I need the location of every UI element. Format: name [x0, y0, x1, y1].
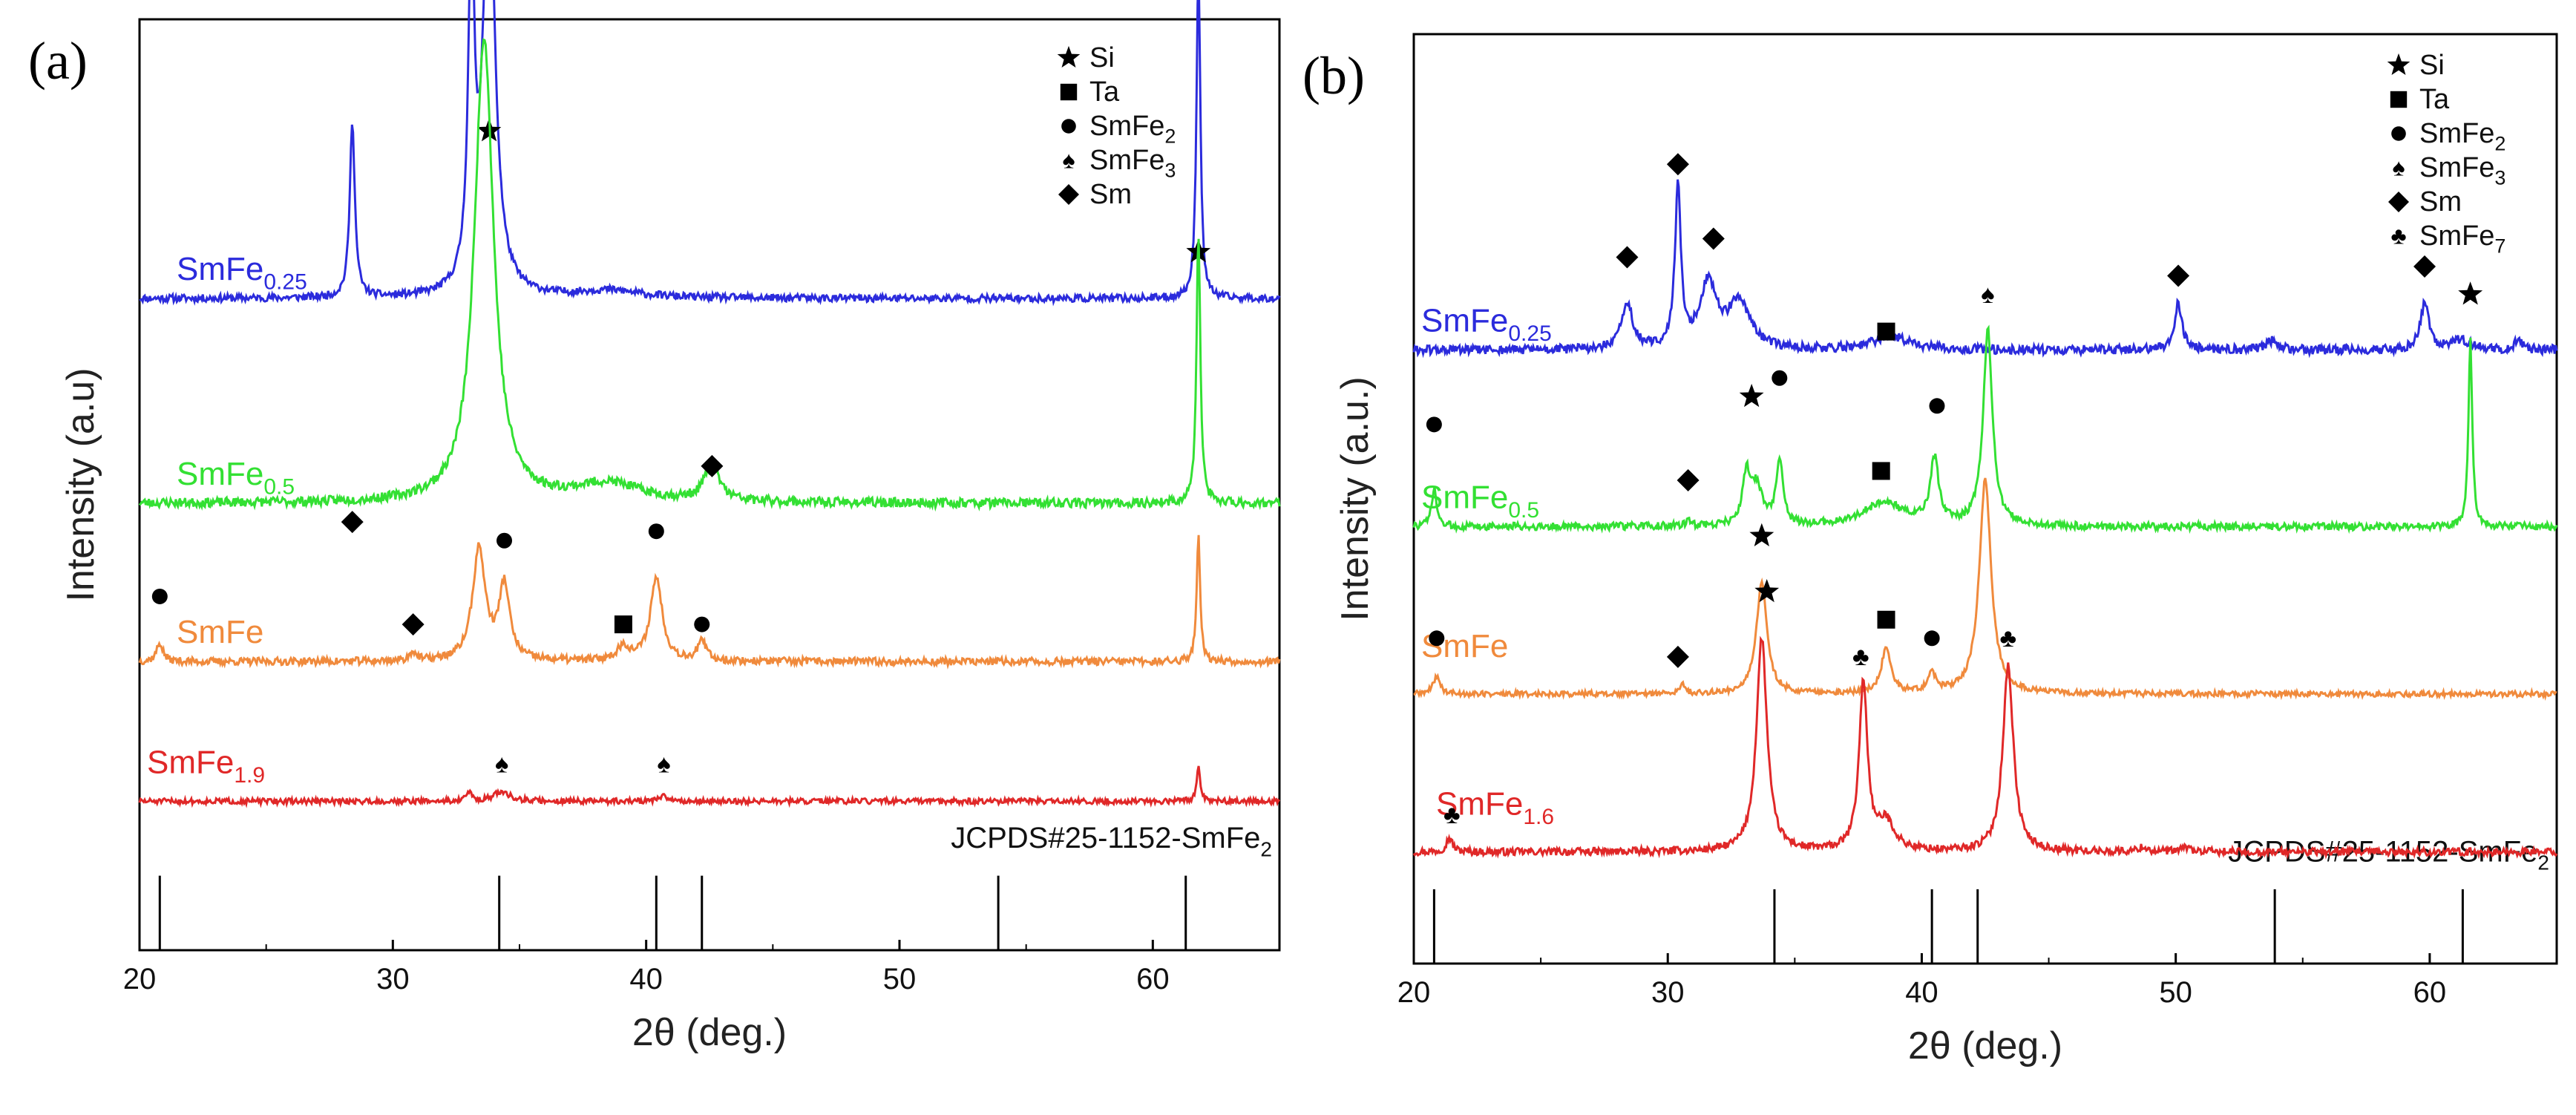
series-label-smfe1-6: SmFe1.6	[1436, 786, 1554, 829]
legend-entry-smfe2: SmFe2	[2419, 118, 2505, 155]
star-peak-marker	[1749, 523, 1774, 546]
panel-a: 20 30 40 50 60 2θ (deg.) Intensity (a.u) (a) JCP…	[28, 0, 1281, 1054]
diamond-peak-marker	[1702, 227, 1725, 250]
series-line-smfe1-9	[138, 765, 1281, 808]
plot-frame	[1412, 33, 2558, 965]
club-peak-marker: ♣	[1443, 801, 1461, 829]
y-axis-title: Intensity (a.u.)	[1334, 376, 1377, 621]
club-peak-marker: ♣	[1852, 643, 1869, 671]
series-line-smfe0-25	[139, 0, 1281, 307]
circle-peak-marker	[694, 616, 710, 632]
spade-peak-marker: ♠	[1981, 281, 1994, 309]
y-axis-title: Intensity (a.u)	[59, 367, 102, 601]
diamond-peak-marker	[1616, 246, 1639, 269]
square-peak-marker	[1872, 462, 1890, 480]
circle-peak-marker	[1426, 416, 1442, 433]
legend-diamond-icon	[1058, 184, 1079, 205]
plot-frame	[138, 18, 1281, 952]
legend-entry-sm: Sm	[2419, 186, 2462, 218]
square-peak-marker	[1877, 322, 1895, 341]
legend-entry-si: Si	[2419, 50, 2445, 81]
circle-peak-marker	[1429, 630, 1445, 647]
circle-peak-marker	[648, 523, 664, 540]
diamond-peak-marker	[402, 613, 425, 636]
legend-entry-smfe7: SmFe7	[2419, 220, 2505, 258]
legend-club-icon: ♣	[2390, 223, 2406, 249]
diamond-peak-marker	[701, 454, 724, 477]
x-axis-title: 2θ (deg.)	[632, 1011, 787, 1054]
legend-square-icon	[1060, 83, 1078, 101]
circle-peak-marker	[496, 532, 513, 549]
circle-peak-marker	[1929, 398, 1945, 414]
legend-spade-icon: ♠	[2392, 154, 2405, 181]
legend-circle-icon	[2391, 126, 2406, 141]
legend-spade-icon: ♠	[1062, 147, 1075, 174]
square-peak-marker	[614, 615, 632, 634]
star-peak-marker	[1739, 384, 1764, 408]
legend-entry-ta: Ta	[1089, 76, 1120, 108]
x-tick-label: 20	[123, 963, 157, 995]
x-axis-title: 2θ (deg.)	[1908, 1024, 2062, 1067]
diamond-peak-marker	[1666, 645, 1689, 668]
diamond-peak-marker	[341, 511, 364, 534]
x-tick-label: 20	[1397, 976, 1431, 1009]
star-peak-marker	[2458, 281, 2483, 305]
legend-entry-smfe3: SmFe3	[1089, 145, 1176, 182]
legend-entry-smfe3: SmFe3	[2419, 152, 2505, 189]
panel-label: (a)	[28, 31, 88, 91]
legend-diamond-icon	[2388, 192, 2409, 212]
legend-star-icon	[1057, 45, 1081, 68]
series-line-smfe	[1413, 477, 2557, 702]
legend-entry-sm: Sm	[1089, 179, 1132, 210]
series-label-smfe0-5: SmFe0.5	[177, 456, 295, 499]
panel-label: (b)	[1302, 46, 1365, 105]
diamond-peak-marker	[2413, 255, 2436, 278]
x-tick-label: 50	[2159, 976, 2192, 1009]
square-peak-marker	[1877, 610, 1895, 629]
spade-peak-marker: ♠	[657, 750, 670, 778]
x-tick-label: 30	[1651, 976, 1685, 1009]
series-label-smfe1-9: SmFe1.9	[147, 745, 265, 788]
x-tick-label: 60	[2413, 976, 2447, 1009]
circle-peak-marker	[1924, 630, 1940, 647]
legend-circle-icon	[1061, 119, 1076, 134]
diamond-peak-marker	[1666, 153, 1689, 176]
series-line-smfe	[138, 534, 1281, 670]
series-line-smfe1-6	[1412, 635, 2558, 860]
legend-square-icon	[2390, 91, 2408, 108]
series-label-smfe0-25: SmFe0.25	[177, 251, 307, 294]
legend-entry-ta: Ta	[2419, 84, 2450, 115]
x-tick-label: 60	[1136, 963, 1170, 995]
diamond-peak-marker	[2167, 264, 2190, 287]
diamond-peak-marker	[1677, 468, 1700, 491]
x-tick-label: 40	[1905, 976, 1938, 1009]
series-line-smfe0-25	[1412, 179, 2558, 359]
series-line-smfe0-5	[1412, 324, 2558, 534]
circle-peak-marker	[151, 588, 168, 604]
legend-entry-smfe2: SmFe2	[1089, 111, 1176, 148]
spade-peak-marker: ♠	[495, 750, 508, 778]
star-peak-marker	[1754, 579, 1780, 603]
x-tick-label: 40	[629, 963, 663, 995]
x-tick-label: 30	[376, 963, 410, 995]
series-label-smfe0-25: SmFe0.25	[1421, 303, 1552, 346]
legend-entry-si: Si	[1089, 42, 1115, 73]
reference-label: JCPDS#25-1152-SmFe2	[951, 822, 1272, 860]
legend-star-icon	[2387, 53, 2411, 75]
x-tick-label: 50	[883, 963, 917, 995]
club-peak-marker: ♣	[1999, 624, 2016, 653]
series-label-smfe0-5: SmFe0.5	[1421, 480, 1539, 523]
circle-peak-marker	[1772, 370, 1788, 386]
series-label-smfe: SmFe	[177, 614, 263, 650]
